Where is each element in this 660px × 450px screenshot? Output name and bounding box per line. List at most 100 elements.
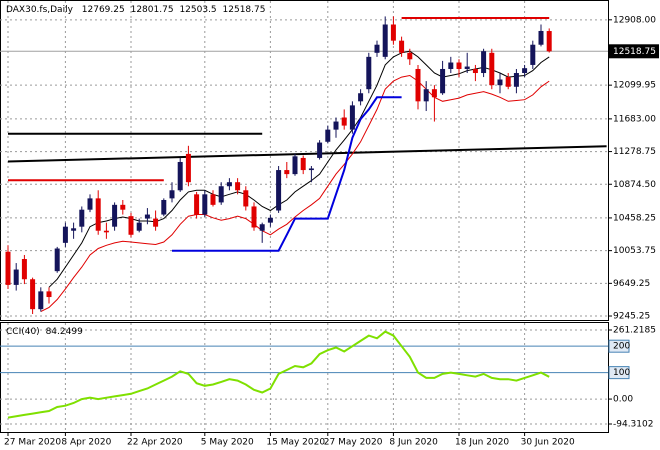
y-tick-label: 261.2185 [613,326,656,336]
candle-body [358,93,364,102]
candle-body [522,68,528,74]
candle-body [505,77,511,87]
candle-body [431,89,437,98]
x-tick-label: 30 Jun 2020 [521,438,575,448]
candle-body [226,182,232,187]
last-high: 12801.75 [131,5,174,15]
candle-body [54,248,60,272]
candle-body [308,168,314,171]
candle-body [276,170,282,211]
candle-body [185,153,191,183]
y-tick-label: 11683.00 [613,114,656,124]
candle-body [382,24,388,57]
candle-body [456,62,462,69]
candle-body [210,194,216,205]
candle-body [251,206,257,228]
level-line [7,145,607,163]
x-tick-label: 15 May 2020 [266,438,325,448]
candle-body [5,251,11,285]
x-tick-label: 27 Mar 2020 [4,438,61,448]
candle-body [79,209,85,227]
candle-body [218,186,224,203]
candle-body [390,24,396,41]
cci-title: CCI(40) 84.2499 [6,327,83,337]
x-tick-label: 8 Jun 2020 [389,438,438,448]
x-tick-label: 8 Apr 2020 [61,438,111,448]
symbol: DAX30.fs,Daily [6,5,74,15]
candle-body [407,52,413,60]
candle-body [71,228,77,231]
candle-body [300,157,306,171]
last-price-label: 12518.75 [613,47,656,57]
candle-body [128,216,134,235]
candle-body [169,190,175,199]
candle-body [243,190,249,207]
candle-body [497,79,503,86]
candle-body [292,156,298,175]
level-label: 100 [613,368,630,378]
candle-body [87,198,93,210]
candle-body [177,161,183,191]
x-tick-label: 5 May 2020 [201,438,254,448]
candle-body [21,259,27,280]
candle-body [530,44,536,65]
indicator-line [172,96,402,252]
last-close: 12518.75 [223,5,266,15]
y-tick-label: -94.3102 [613,420,653,430]
candle-body [38,291,44,310]
candle-body [120,204,126,210]
candle-body [489,52,495,86]
candle-body [538,30,544,45]
candle-body [144,214,150,219]
candle-body [112,204,118,227]
candle-body [202,194,208,215]
candle-body [374,44,380,53]
candle-body [440,68,446,94]
cci-last: 84.2499 [46,327,83,337]
candle-body [423,89,429,102]
candle-body [46,291,52,298]
indicator-line [40,74,550,313]
candle-body [153,218,159,227]
candle-body [62,226,68,243]
candle-body [546,31,552,52]
marks [5,16,607,419]
cci-name: CCI(40) [6,327,40,337]
last-low: 12503.5 [179,5,216,15]
candle-body [366,56,372,90]
candle-body [267,217,273,223]
y-tick-label: 10053.75 [613,246,656,256]
y-tick-label: 10874.50 [613,180,656,190]
candle-body [284,170,290,175]
last-price-box [609,44,659,59]
candle-body [30,279,36,310]
candle-body [103,230,109,233]
y-tick-label: 12099.95 [613,81,656,91]
candle-body [259,224,265,231]
candle-body [161,199,167,215]
candle-body [341,117,347,126]
y-tick-label: 10458.25 [613,213,656,223]
cci-line [7,330,550,419]
x-tick-label: 27 May 2020 [324,438,383,448]
level-box [608,339,630,353]
candle-body [448,62,454,69]
chart-title: DAX30.fs,Daily 12769.25 12801.75 12503.5… [6,5,265,15]
y-tick-label: 9245.25 [613,312,650,322]
candle-body [333,121,339,130]
candle-body [399,40,405,53]
y-tick-label: 0.00 [613,395,633,405]
x-tick-label: 18 Jun 2020 [455,438,509,448]
y-tick-label: 11278.75 [613,147,656,157]
candle-body [513,73,519,87]
x-tick-label: 22 Apr 2020 [127,438,183,448]
candle-body [95,198,101,231]
candle-body [317,142,323,158]
candle-body [349,105,355,130]
candle-body [136,222,142,231]
level-box [608,366,630,380]
level-label: 200 [613,342,630,352]
y-tick-label: 12908.00 [613,15,656,25]
